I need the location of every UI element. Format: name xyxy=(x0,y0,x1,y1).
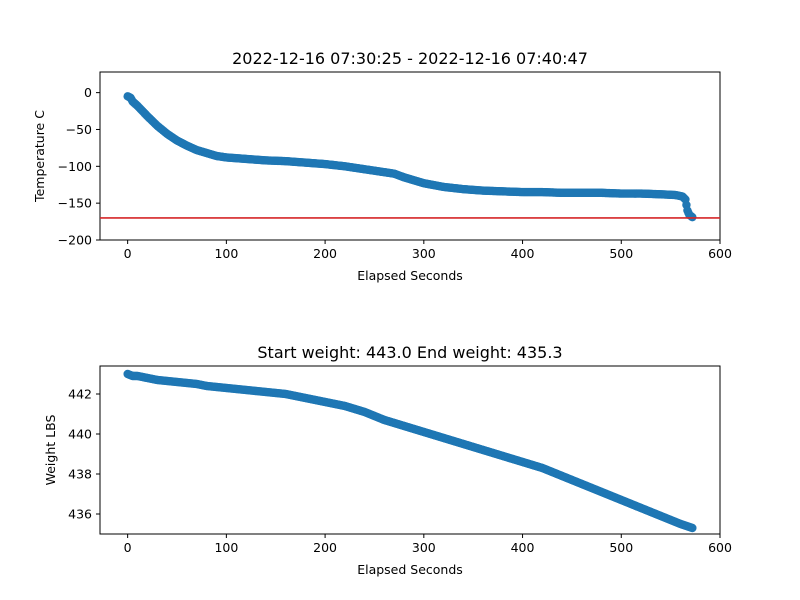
y-tick-label: −50 xyxy=(66,122,92,137)
weight-x-axis-label: Elapsed Seconds xyxy=(357,562,463,577)
y-tick-label: 438 xyxy=(68,467,92,482)
y-tick-label: −150 xyxy=(58,196,92,211)
y-tick-label: 436 xyxy=(68,507,92,522)
weight-plot: Start weight: 443.0 End weight: 435.3 0 1… xyxy=(43,343,732,577)
temperature-x-ticks: 0 100 200 300 400 500 600 xyxy=(124,240,732,261)
x-tick-label: 500 xyxy=(609,540,633,555)
x-tick-label: 600 xyxy=(708,246,732,261)
weight-plot-area xyxy=(99,365,721,535)
y-tick-label: −200 xyxy=(58,233,92,248)
temperature-series xyxy=(123,92,697,222)
x-tick-label: 300 xyxy=(412,540,436,555)
weight-y-axis-label: Weight LBS xyxy=(43,415,58,486)
x-tick-label: 0 xyxy=(124,246,132,261)
x-tick-label: 600 xyxy=(708,540,732,555)
weight-series xyxy=(123,369,697,533)
weight-y-ticks: 436 438 440 442 xyxy=(68,387,100,522)
y-tick-label: 440 xyxy=(68,427,92,442)
x-tick-label: 400 xyxy=(511,246,535,261)
x-tick-label: 500 xyxy=(609,246,633,261)
x-tick-label: 200 xyxy=(313,540,337,555)
y-tick-label: 0 xyxy=(84,85,92,100)
weight-plot-title: Start weight: 443.0 End weight: 435.3 xyxy=(257,343,562,362)
x-tick-label: 400 xyxy=(511,540,535,555)
weight-x-ticks: 0 100 200 300 400 500 600 xyxy=(124,534,732,555)
y-tick-label: 442 xyxy=(68,387,92,402)
data-point xyxy=(688,523,697,533)
x-tick-label: 100 xyxy=(214,246,238,261)
y-tick-label: −100 xyxy=(58,159,92,174)
temperature-y-axis-label: Temperature C xyxy=(32,110,47,203)
x-tick-label: 300 xyxy=(412,246,436,261)
x-tick-label: 0 xyxy=(124,540,132,555)
temperature-plot-title: 2022-12-16 07:30:25 - 2022-12-16 07:40:4… xyxy=(232,49,588,68)
temperature-plot: 2022-12-16 07:30:25 - 2022-12-16 07:40:4… xyxy=(32,49,732,283)
temperature-x-axis-label: Elapsed Seconds xyxy=(357,268,463,283)
x-tick-label: 100 xyxy=(214,540,238,555)
temperature-y-ticks: 0 −50 −100 −150 −200 xyxy=(58,85,100,248)
temperature-plot-area xyxy=(99,71,721,241)
x-tick-label: 200 xyxy=(313,246,337,261)
